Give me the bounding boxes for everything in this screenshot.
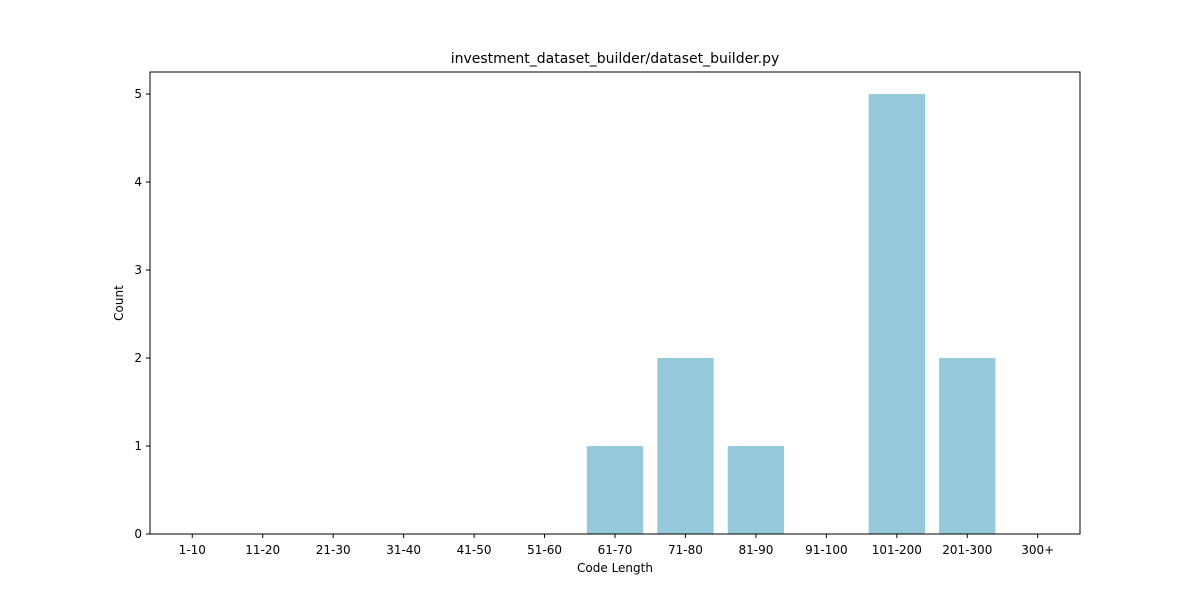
x-tick-label: 71-80 (668, 543, 703, 557)
x-tick-label: 1-10 (179, 543, 206, 557)
plot-frame (149, 71, 1081, 535)
bar-71-80 (657, 358, 714, 534)
x-tick-label: 201-300 (942, 543, 992, 557)
bar-81-90 (727, 446, 785, 534)
chart-title: investment_dataset_builder/dataset_build… (451, 51, 780, 67)
x-tick-label: 101-200 (872, 543, 922, 557)
bar-201-300 (939, 358, 996, 534)
x-tick-label: 61-70 (598, 543, 633, 557)
bar-61-70 (586, 446, 644, 534)
y-axis-label: Count (112, 285, 126, 321)
y-tick-label: 5 (134, 87, 142, 101)
x-tick-label: 91-100 (805, 543, 848, 557)
x-tick-label: 11-20 (245, 543, 280, 557)
x-axis-label: Code Length (577, 561, 653, 575)
x-tick-label: 81-90 (738, 543, 773, 557)
bars-group (586, 94, 996, 534)
x-tick-label: 41-50 (457, 543, 492, 557)
bar-101-200 (868, 94, 925, 534)
y-tick-label: 2 (134, 351, 142, 365)
y-tick-label: 4 (134, 175, 142, 189)
x-tick-label: 31-40 (386, 543, 421, 557)
x-tick-label: 300+ (1021, 543, 1054, 557)
x-tick-label: 51-60 (527, 543, 562, 557)
y-tick-label: 0 (134, 527, 142, 541)
y-tick-label: 3 (134, 263, 142, 277)
y-tick-label: 1 (134, 439, 142, 453)
x-tick-label: 21-30 (316, 543, 351, 557)
y-axis-ticks: 0 1 2 3 4 5 (134, 87, 150, 541)
x-axis-ticks: 1-10 11-20 21-30 31-40 41-50 51-60 61-70 71-80 8… (179, 534, 1054, 557)
